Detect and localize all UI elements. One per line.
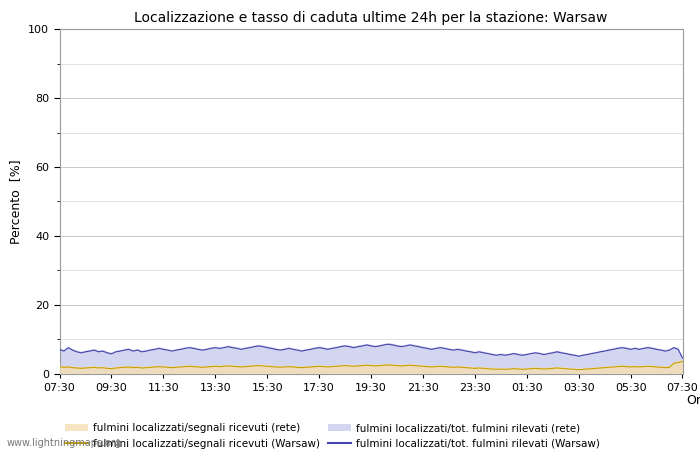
Legend: fulmini localizzati/segnali ricevuti (rete), fulmini localizzati/segnali ricevut: fulmini localizzati/segnali ricevuti (re…: [64, 423, 600, 449]
Title: Localizzazione e tasso di caduta ultime 24h per la stazione: Warsaw: Localizzazione e tasso di caduta ultime …: [134, 11, 608, 25]
Y-axis label: Percento  [%]: Percento [%]: [10, 159, 22, 244]
Text: www.lightningmaps.org: www.lightningmaps.org: [7, 438, 122, 448]
Text: Orario: Orario: [686, 394, 700, 407]
